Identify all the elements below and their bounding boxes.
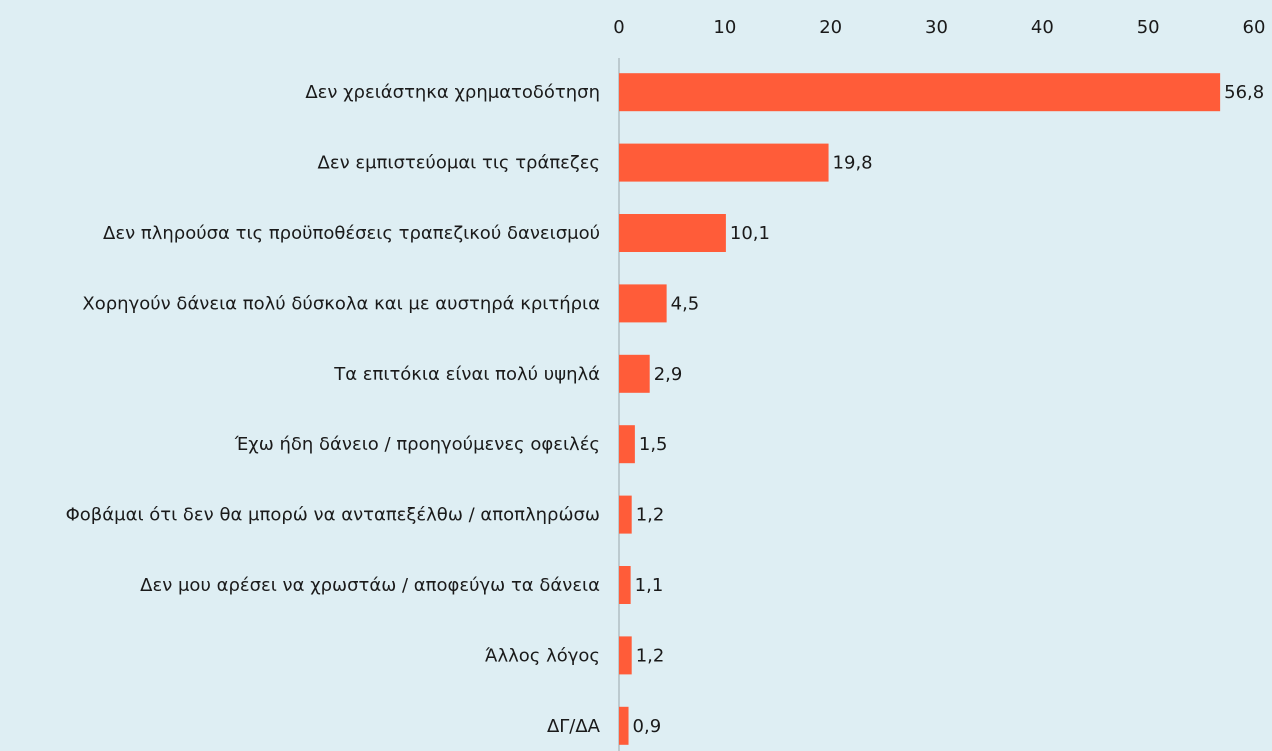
category-label: Χορηγούν δάνεια πολύ δύσκολα και με αυστ… xyxy=(82,293,600,314)
bar xyxy=(619,354,650,393)
x-tick-label: 10 xyxy=(713,17,736,38)
value-label: 4,5 xyxy=(671,293,700,314)
bar xyxy=(619,143,829,182)
x-tick-label: 20 xyxy=(819,17,842,38)
category-label: Δεν πληρούσα τις προϋποθέσεις τραπεζικού… xyxy=(103,223,600,244)
category-label: Δεν χρειάστηκα χρηματοδότηση xyxy=(305,82,600,103)
x-tick-label: 30 xyxy=(925,17,948,38)
category-label: Δεν μου αρέσει να χρωστάω / αποφεύγω τα … xyxy=(140,575,600,596)
category-label: ΔΓ/ΔΑ xyxy=(547,716,601,737)
value-label: 19,8 xyxy=(833,153,873,174)
value-label: 1,5 xyxy=(639,434,668,455)
value-label: 0,9 xyxy=(633,716,662,737)
x-tick-label: 0 xyxy=(613,17,624,38)
value-label: 1,2 xyxy=(636,505,665,526)
value-label: 1,2 xyxy=(636,645,665,666)
value-label: 56,8 xyxy=(1224,82,1264,103)
bar xyxy=(619,706,629,745)
category-label: Δεν εμπιστεύομαι τις τράπεζες xyxy=(318,153,600,174)
category-label: Άλλος λόγος xyxy=(485,645,600,666)
bar xyxy=(619,284,667,323)
value-label: 2,9 xyxy=(654,364,683,385)
bar xyxy=(619,495,632,534)
x-tick-label: 40 xyxy=(1031,17,1054,38)
bar xyxy=(619,73,1221,112)
bar xyxy=(619,425,635,464)
x-tick-label: 50 xyxy=(1137,17,1160,38)
category-label: Έχω ήδη δάνειο / προηγούμενες οφειλές xyxy=(234,434,600,455)
bar xyxy=(619,214,726,252)
x-tick-label: 60 xyxy=(1243,17,1266,38)
value-label: 1,1 xyxy=(635,575,664,596)
value-label: 10,1 xyxy=(730,223,770,244)
bar xyxy=(619,566,631,604)
category-label: Τα επιτόκια είναι πολύ υψηλά xyxy=(333,364,600,385)
bar xyxy=(619,636,632,675)
category-label: Φοβάμαι ότι δεν θα μπορώ να ανταπεξέλθω … xyxy=(66,505,600,526)
